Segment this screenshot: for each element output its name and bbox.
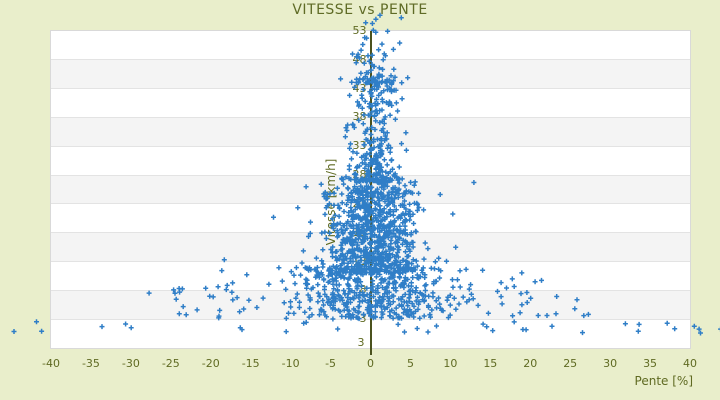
- x-tick-label: 0: [367, 357, 374, 370]
- x-tick-label: -5: [325, 357, 337, 370]
- x-tick-label: 15: [483, 357, 498, 370]
- y-axis-bottom-edge-label: 3: [357, 336, 365, 349]
- chart-title: VITESSE vs PENTE: [292, 2, 428, 18]
- y-tick-label: 3: [359, 312, 367, 326]
- x-tick-label: 30: [603, 357, 618, 370]
- x-tick-label: 20: [523, 357, 538, 370]
- x-tick-label: -15: [241, 357, 260, 370]
- y-tick-label: 53: [352, 24, 367, 37]
- x-tick-label: -10: [281, 357, 300, 370]
- y-tick-label: 38: [352, 110, 367, 124]
- x-tick-label: -40: [42, 357, 60, 370]
- x-tick-label: -25: [161, 357, 180, 370]
- x-tick-label: 40: [683, 357, 697, 370]
- y-tick-label: 8: [359, 283, 367, 297]
- x-tick-label: 5: [406, 357, 414, 370]
- zero-gridline: [369, 31, 372, 355]
- x-tick-label: 35: [643, 357, 658, 370]
- x-tick-label: 10: [443, 357, 458, 370]
- y-axis-title: Vitesse [km/h]: [324, 158, 338, 246]
- x-tick-label: -30: [121, 357, 140, 370]
- x-axis-title: Pente [%]: [634, 374, 693, 388]
- x-tick-label: 25: [563, 357, 578, 370]
- y-tick-label: 43: [352, 81, 367, 95]
- x-tick-label: -35: [81, 357, 100, 370]
- y-tick-label: 48: [352, 52, 367, 66]
- x-tick-label: -20: [201, 357, 220, 370]
